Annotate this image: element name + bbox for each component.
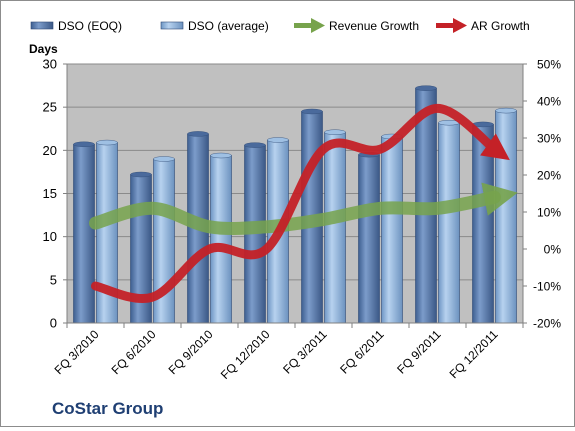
x-tick-label: FQ 3/2010	[52, 327, 102, 377]
y-tick-label: 0	[50, 316, 57, 331]
bar-dso-average	[324, 131, 346, 324]
bar-cap-dso-average	[96, 139, 118, 146]
bar-cap-dso-eoq	[301, 108, 323, 115]
bar-dso-eoq	[73, 143, 95, 324]
y2-tick-label: 20%	[537, 169, 561, 183]
bar-dso-average	[210, 155, 232, 324]
legend-label: Revenue Growth	[329, 19, 419, 33]
legend-label: DSO (average)	[188, 19, 269, 33]
legend-label: DSO (EOQ)	[58, 19, 122, 33]
bar-cap-dso-eoq	[415, 85, 437, 91]
line-revenue-growth	[89, 182, 518, 235]
y2-tick-label: 50%	[537, 58, 561, 72]
bar-cap-dso-average	[324, 129, 346, 135]
bar-dso-average	[381, 136, 403, 324]
bar-dso-average	[438, 122, 460, 324]
y2-tick-label: 40%	[537, 95, 561, 109]
y2-tick-label: 30%	[537, 132, 561, 146]
y2-tick-label: 10%	[537, 206, 561, 220]
lines	[89, 103, 518, 303]
legend-item: DSO (EOQ)	[30, 19, 122, 33]
bar-dso-eoq	[472, 124, 494, 324]
legend-item: Revenue Growth	[294, 18, 419, 33]
legend-swatch	[30, 21, 54, 30]
bar-cap-dso-eoq	[73, 141, 95, 147]
y-tick-label: 15	[43, 186, 57, 201]
legend-arrow-icon	[453, 18, 467, 33]
y-axis-title: Days	[29, 42, 58, 56]
legend-swatch	[160, 21, 184, 30]
x-tick-label: FQ 12/2011	[447, 327, 501, 381]
company-name: CoStar Group	[52, 399, 164, 418]
bar-cap-dso-eoq	[187, 131, 209, 137]
y-tick-label: 5	[50, 272, 57, 287]
bar-cap-dso-eoq	[130, 171, 152, 178]
bar-dso-eoq	[358, 154, 380, 324]
bar-cap-dso-average	[267, 137, 289, 143]
y-tick-label: 20	[43, 143, 57, 158]
bar-cap-dso-average	[153, 156, 175, 162]
legend-arrow-icon	[311, 18, 325, 33]
bar-dso-average	[495, 110, 517, 324]
y-tick-label: 10	[43, 229, 57, 244]
y2-tick-label: -20%	[533, 317, 561, 331]
y2-tick-label: 0%	[544, 243, 562, 257]
x-tick-label: FQ 6/2011	[337, 327, 387, 377]
bar-cap-dso-eoq	[244, 142, 266, 148]
y-tick-label: 30	[43, 57, 57, 72]
y2-tick-label: -10%	[533, 280, 561, 294]
legend-item: DSO (average)	[160, 19, 269, 33]
x-tick-label: FQ 9/2010	[166, 327, 216, 377]
legend-item: AR Growth	[436, 18, 530, 33]
x-tick-label: FQ 12/2010	[218, 327, 273, 382]
y-tick-label: 25	[43, 100, 57, 115]
x-tick-label: FQ 6/2010	[109, 327, 159, 377]
x-tick-label: FQ 9/2011	[394, 327, 444, 377]
legend: DSO (EOQ) DSO (average) Revenue Growth AR G…	[30, 18, 530, 33]
bar-cap-dso-average	[495, 107, 517, 114]
bar-cap-dso-average	[210, 152, 232, 159]
x-tick-label: FQ 3/2011	[280, 327, 330, 377]
line-ar-growth	[91, 103, 510, 303]
legend-label: AR Growth	[471, 19, 530, 33]
